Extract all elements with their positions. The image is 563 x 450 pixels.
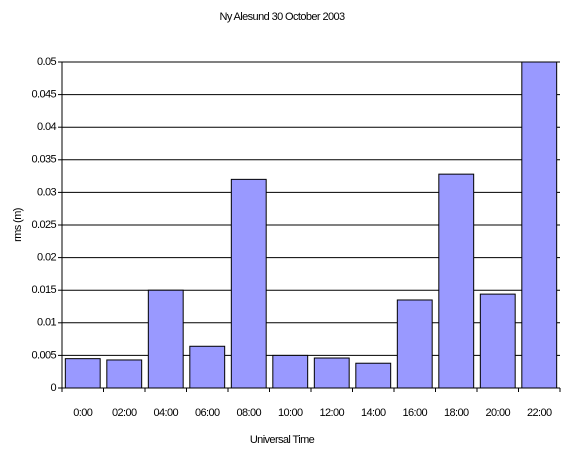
y-axis-label: rms (m): [12, 208, 24, 242]
bar: [355, 362, 392, 389]
bar: [521, 61, 558, 389]
x-tick-label: 22:00: [527, 407, 552, 419]
x-tick-label: 18:00: [444, 407, 469, 419]
bar: [147, 289, 184, 389]
bar: [106, 359, 143, 389]
bar: [479, 293, 516, 389]
bar: [272, 354, 309, 389]
bar: [230, 178, 267, 389]
x-axis-label: Universal Time: [250, 434, 315, 446]
y-tick-label: 0.03: [37, 186, 56, 198]
y-tick-label: 0.045: [31, 89, 56, 101]
y-tick-label: 0.005: [31, 349, 56, 361]
bar: [189, 345, 226, 389]
y-tick-label: 0.015: [31, 284, 56, 296]
x-tick-label: 08:00: [236, 407, 261, 419]
x-tick-label: 0:00: [73, 407, 92, 419]
x-tick-label: 20:00: [485, 407, 510, 419]
x-tick-label: 14:00: [361, 407, 386, 419]
x-tick-label: 06:00: [195, 407, 220, 419]
y-tick-label: 0.02: [37, 252, 56, 264]
y-tick-label: 0.01: [37, 317, 56, 329]
x-tick-label: 12:00: [319, 407, 344, 419]
x-tick-label: 16:00: [402, 407, 427, 419]
bar: [313, 357, 350, 389]
y-tick-label: 0.035: [31, 154, 56, 166]
x-tick-label: 02:00: [112, 407, 137, 419]
x-tick-label: 04:00: [153, 407, 178, 419]
x-tick-label: 10:00: [278, 407, 303, 419]
y-tick-label: 0.025: [31, 219, 56, 231]
bar: [64, 358, 101, 389]
bar: [396, 299, 433, 389]
y-tick-label: 0: [50, 382, 56, 394]
chart-title: Ny Alesund 30 October 2003: [219, 11, 345, 23]
y-tick-label: 0.04: [37, 121, 56, 133]
y-tick-label: 0.05: [37, 56, 56, 68]
bar: [438, 173, 475, 389]
